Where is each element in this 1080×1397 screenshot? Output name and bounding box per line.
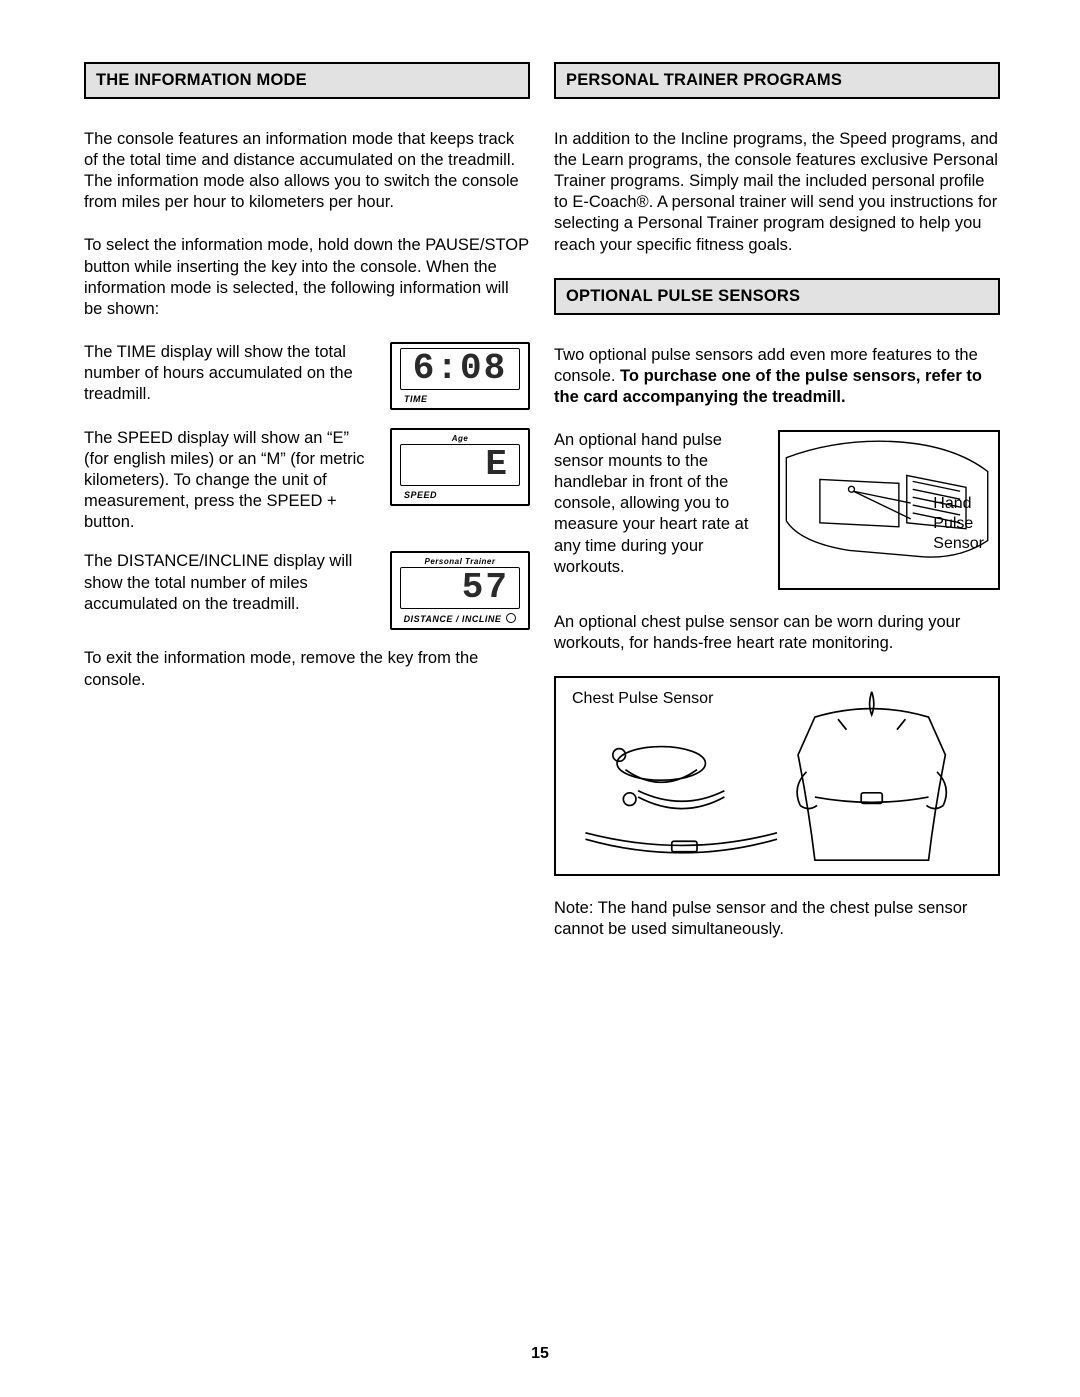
- time-display-row: The TIME display will show the total num…: [84, 342, 530, 410]
- time-display-text: The TIME display will show the total num…: [84, 342, 370, 405]
- hand-pulse-figure: Hand Pulse Sensor: [778, 430, 1000, 590]
- chest-pulse-text: An optional chest pulse sensor can be wo…: [554, 612, 1000, 654]
- hand-pulse-caption: Hand Pulse Sensor: [933, 494, 984, 554]
- section-header-info-mode: THE INFORMATION MODE: [84, 62, 530, 99]
- hand-pulse-row: An optional hand pulse sensor mounts to …: [554, 430, 1000, 590]
- info-mode-intro: The console features an information mode…: [84, 129, 530, 213]
- info-mode-exit: To exit the information mode, remove the…: [84, 648, 530, 690]
- chest-pulse-illustration: [556, 678, 998, 874]
- distance-lcd: Personal Trainer 57 DISTANCE / INCLINE: [390, 551, 530, 630]
- speed-lcd-label: SPEED: [396, 490, 524, 500]
- chest-pulse-figure: Chest Pulse Sensor: [554, 676, 1000, 876]
- time-lcd-screen: 6:08: [400, 348, 520, 390]
- manual-page: THE INFORMATION MODE The console feature…: [0, 0, 1080, 1397]
- hand-pulse-text: An optional hand pulse sensor mounts to …: [554, 430, 764, 578]
- two-column-layout: THE INFORMATION MODE The console feature…: [84, 62, 1000, 962]
- speed-display-text: The SPEED display will show an “E” (for …: [84, 428, 370, 534]
- info-mode-select: To select the information mode, hold dow…: [84, 235, 530, 319]
- hand-caption-3: Sensor: [933, 535, 984, 552]
- distance-lcd-screen: 57: [400, 567, 520, 609]
- distance-lcd-label-text: DISTANCE / INCLINE: [404, 614, 502, 624]
- pulse-sensors-intro: Two optional pulse sensors add even more…: [554, 345, 1000, 408]
- left-column: THE INFORMATION MODE The console feature…: [84, 62, 530, 962]
- time-lcd-label: TIME: [396, 394, 524, 404]
- distance-display-row: The DISTANCE/INCLINE display will show t…: [84, 551, 530, 630]
- hand-caption-2: Pulse: [933, 515, 973, 532]
- personal-trainer-text: In addition to the Incline programs, the…: [554, 129, 1000, 256]
- right-column: PERSONAL TRAINER PROGRAMS In addition to…: [554, 62, 1000, 962]
- time-lcd-value: 6:08: [405, 351, 515, 387]
- speed-display-row: The SPEED display will show an “E” (for …: [84, 428, 530, 534]
- distance-lcd-top: Personal Trainer: [396, 557, 524, 566]
- section-header-pulse-sensors: OPTIONAL PULSE SENSORS: [554, 278, 1000, 315]
- distance-display-text: The DISTANCE/INCLINE display will show t…: [84, 551, 370, 614]
- distance-lcd-label: DISTANCE / INCLINE: [396, 613, 524, 624]
- distance-lcd-value: 57: [405, 570, 515, 606]
- hand-caption-1: Hand: [933, 495, 971, 512]
- led-indicator-icon: [506, 613, 516, 623]
- speed-lcd-value: E: [405, 447, 515, 483]
- section-header-personal-trainer: PERSONAL TRAINER PROGRAMS: [554, 62, 1000, 99]
- pulse-sensor-note: Note: The hand pulse sensor and the ches…: [554, 898, 1000, 940]
- speed-lcd: Age E SPEED: [390, 428, 530, 506]
- speed-lcd-top: Age: [396, 434, 524, 443]
- time-lcd: 6:08 TIME: [390, 342, 530, 410]
- page-number: 15: [0, 1345, 1080, 1363]
- speed-lcd-screen: E: [400, 444, 520, 486]
